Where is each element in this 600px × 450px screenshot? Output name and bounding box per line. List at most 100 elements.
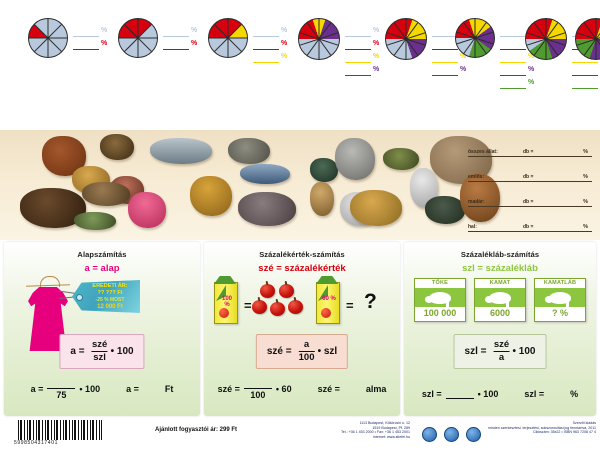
blank-rule[interactable] xyxy=(253,49,279,50)
piggy-card-kamat: KAMAT 6000 xyxy=(474,278,526,322)
exercise-fraction[interactable]: 75 xyxy=(47,378,76,400)
blank-rule[interactable] xyxy=(345,49,371,50)
panel-szazalekertek-szamitas[interactable]: Százalékérték-számítás szé = százalékért… xyxy=(204,242,400,416)
blank-rule[interactable] xyxy=(468,231,592,232)
answer-line-yellow[interactable]: % xyxy=(345,50,379,63)
answer-line-green[interactable]: % xyxy=(572,76,600,89)
blank-rule[interactable] xyxy=(500,62,526,63)
answer-line-yellow[interactable]: % xyxy=(572,50,600,63)
animal-legend-row[interactable]: madár: db =% xyxy=(468,186,592,211)
answer-line-purple[interactable]: % xyxy=(572,63,600,76)
formula-numerator: szé xyxy=(91,339,108,350)
legend-percent: % xyxy=(583,149,588,155)
blank-rule[interactable] xyxy=(163,49,189,50)
seal-icon xyxy=(422,427,437,442)
blank-rule[interactable] xyxy=(500,88,526,89)
blank-rule[interactable] xyxy=(500,49,526,50)
exercise-fraction[interactable]: 100 xyxy=(243,378,272,400)
blank-rule[interactable] xyxy=(253,62,279,63)
animal-roe-deer xyxy=(190,176,232,216)
animal-tuna xyxy=(240,164,290,184)
answer-line-yellow[interactable]: % xyxy=(432,50,466,63)
formula-tail: • 100 xyxy=(110,346,134,357)
blank-rule[interactable] xyxy=(572,75,598,76)
equals-sign-1: = xyxy=(244,298,252,313)
answer-line-base[interactable]: % xyxy=(73,24,107,37)
percent-symbol: % xyxy=(528,79,535,86)
animal-trout xyxy=(74,212,116,230)
blank-rule[interactable] xyxy=(253,36,279,37)
panel-subtitle: a = alap xyxy=(84,263,120,274)
blank-rule[interactable] xyxy=(500,36,526,37)
exercise-answer-lhs: szé = xyxy=(317,384,340,394)
answer-line-red[interactable]: % xyxy=(73,37,107,50)
hanger-hook-icon xyxy=(40,276,60,287)
blank-rule[interactable] xyxy=(432,36,458,37)
answer-lines[interactable]: %%%% xyxy=(345,18,379,76)
blank-rule[interactable] xyxy=(345,36,371,37)
answer-lines[interactable]: %%% xyxy=(253,18,287,63)
exercise-row[interactable]: szé = 100 • 60 szé = alma xyxy=(204,378,400,400)
answer-line-yellow[interactable]: % xyxy=(253,50,287,63)
blank-rule[interactable] xyxy=(468,181,592,182)
answer-line-red[interactable]: % xyxy=(253,37,287,50)
blank-rule[interactable] xyxy=(432,62,458,63)
blank-rule[interactable] xyxy=(500,75,526,76)
exercise-lhs: szé = xyxy=(217,384,240,394)
piggy-card-kamatlab: KAMATLÁB ? % xyxy=(534,278,586,322)
legend-label: hal: xyxy=(468,224,477,230)
fraction-bar xyxy=(47,388,76,389)
price-tag-icon xyxy=(72,280,140,313)
exercise-row[interactable]: szl = • 100 szl = % xyxy=(404,388,596,400)
pie-chart xyxy=(118,18,158,58)
exercise-fraction[interactable] xyxy=(445,388,474,400)
answer-line-purple[interactable]: % xyxy=(345,63,379,76)
percent-symbol: % xyxy=(460,66,467,73)
blank-rule[interactable] xyxy=(163,36,189,37)
answer-line-base[interactable]: % xyxy=(345,24,379,37)
answer-lines[interactable]: %% xyxy=(73,18,107,50)
card-header: KAMATLÁB xyxy=(535,279,585,288)
blank-rule[interactable] xyxy=(432,75,458,76)
panel-szazalekl-ab-szamitas[interactable]: Százalékláb-számítás szl = százalékláb T… xyxy=(404,242,596,416)
carton-top xyxy=(316,276,338,284)
blank-rule[interactable] xyxy=(345,62,371,63)
animal-legend-row[interactable]: emlős: db =% xyxy=(468,161,592,186)
tag-line-4: 12 000 Ft xyxy=(97,304,123,310)
fraction-bar xyxy=(493,351,510,352)
blank-rule[interactable] xyxy=(432,49,458,50)
answer-line-base[interactable]: % xyxy=(163,24,197,37)
panel-alapszamitas[interactable]: Alapszámítás a = alap EREDETI ÁR: ?? ???… xyxy=(4,242,200,416)
carton-label: 100 % xyxy=(221,296,232,308)
publisher-address: 1113 Budapest, Kökörcsin u. 12 1519 Budap… xyxy=(341,421,410,439)
answer-lines[interactable]: %% xyxy=(163,18,197,50)
legend-percent: % xyxy=(583,199,588,205)
blank-rule[interactable] xyxy=(572,88,598,89)
card-value: ? % xyxy=(551,308,568,318)
blank-rule[interactable] xyxy=(73,36,99,37)
pie-chart xyxy=(575,18,600,60)
blank-rule[interactable] xyxy=(345,75,371,76)
pie-group-4: %%%% xyxy=(298,18,379,76)
seal-icon xyxy=(444,427,459,442)
blank-rule[interactable] xyxy=(572,62,598,63)
answer-line-purple[interactable]: % xyxy=(432,63,466,76)
formula-panels-band: Alapszámítás a = alap EREDETI ÁR: ?? ???… xyxy=(0,240,600,418)
answer-line-purple[interactable]: % xyxy=(500,63,534,76)
exercise-row[interactable]: a = 75 • 100 a = Ft xyxy=(4,378,200,400)
answer-line-base[interactable]: % xyxy=(253,24,287,37)
juice-carton-60: 60 % xyxy=(316,276,340,324)
price-text: Ajánlott fogyasztói ár: 299 Ft xyxy=(155,427,238,433)
answer-line-yellow[interactable]: % xyxy=(500,50,534,63)
pie-group-5: %%%% xyxy=(385,18,466,76)
animal-legend-row[interactable]: hal: db =% xyxy=(468,211,592,236)
answer-line-red[interactable]: % xyxy=(163,37,197,50)
blank-rule[interactable] xyxy=(468,156,592,157)
answer-line-red[interactable]: % xyxy=(345,37,379,50)
legend-label: madár: xyxy=(468,199,485,205)
answer-line-green[interactable]: % xyxy=(500,76,534,89)
animal-legend-row[interactable]: összes állat: db =% xyxy=(468,136,592,161)
blank-rule[interactable] xyxy=(73,49,99,50)
card-pig-area xyxy=(415,288,465,307)
blank-rule[interactable] xyxy=(468,206,592,207)
